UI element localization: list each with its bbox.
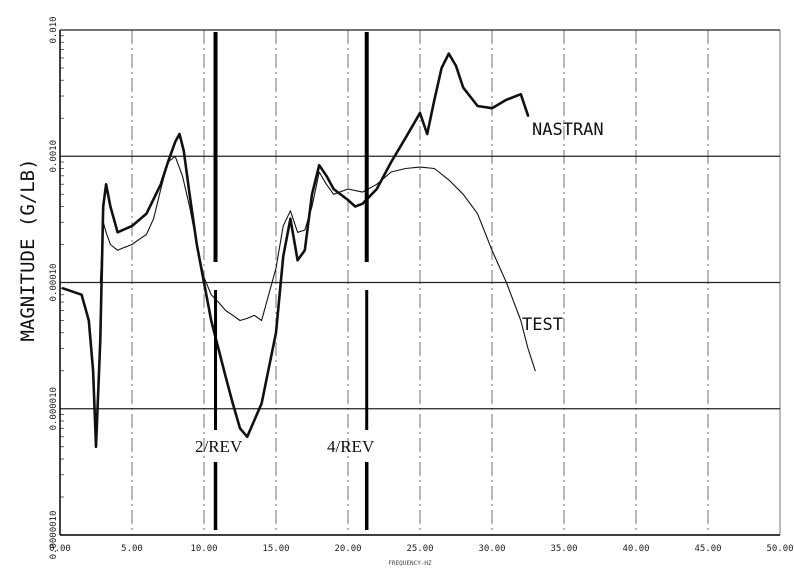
y-tick-label: 0.00010 <box>49 264 59 302</box>
x-tick-label: 35.00 <box>550 544 577 554</box>
series-line-nastran <box>61 52 530 449</box>
x-tick-label: 30.00 <box>478 544 505 554</box>
annotation-2rev: 2/REV <box>195 437 243 456</box>
x-tick-label: 25.00 <box>406 544 433 554</box>
x-tick-label: 0.00 <box>49 544 71 554</box>
y-tick-label: 0.010 <box>49 16 59 43</box>
x-tick-label: 5.00 <box>121 544 143 554</box>
series-line-test <box>99 155 536 372</box>
series-label-nastran: NASTRAN <box>532 120 604 140</box>
x-tick-label: 10.00 <box>190 544 217 554</box>
series-group <box>61 52 536 449</box>
x-tick-label: 15.00 <box>262 544 289 554</box>
y-tick-labels: 0.0000010 0.000010 0.00010 0.0010 0.010 <box>49 16 59 559</box>
rev-markers <box>213 32 369 530</box>
x-tick-labels: 0.00 5.00 10.00 15.00 20.00 25.00 30.00 35.00 40… <box>49 544 793 554</box>
x-axis-label: FREQUENCY-HZ <box>388 560 432 567</box>
series-label-test: TEST <box>522 315 563 335</box>
y-tick-label: 0.0010 <box>49 140 59 173</box>
axes <box>59 30 780 536</box>
y-tick-label: 0.0000010 <box>49 511 59 560</box>
x-tick-label: 50.00 <box>766 544 793 554</box>
y-tick-label: 0.000010 <box>49 387 59 430</box>
y-axis-label: MAGNITUDE (G/LB) <box>17 158 39 341</box>
x-tick-label: 45.00 <box>694 544 721 554</box>
x-tick-label: 40.00 <box>622 544 649 554</box>
x-tick-label: 20.00 <box>334 544 361 554</box>
annotation-4rev: 4/REV <box>327 437 375 456</box>
